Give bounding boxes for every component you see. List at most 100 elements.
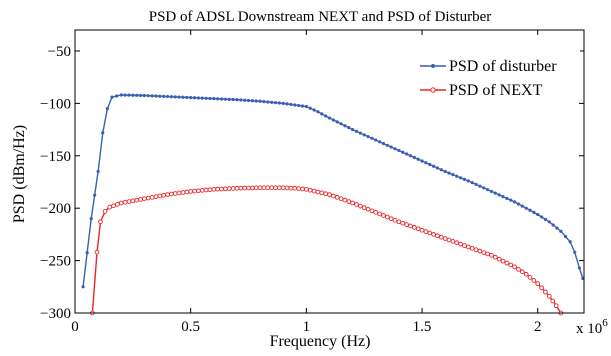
data-point (230, 186, 236, 191)
data-point (493, 191, 497, 195)
data-point (89, 217, 93, 221)
data-point (462, 243, 467, 248)
data-point (122, 199, 128, 205)
data-point (211, 186, 217, 192)
data-point (246, 98, 251, 103)
data-point (118, 200, 124, 206)
data-point (101, 131, 105, 135)
data-point (347, 126, 351, 130)
data-point (358, 131, 362, 135)
data-point (508, 262, 514, 268)
data-point (516, 202, 521, 206)
data-point (346, 199, 352, 204)
data-point (239, 98, 243, 102)
data-point (200, 96, 204, 100)
data-point (94, 249, 100, 255)
data-point (270, 100, 274, 104)
data-point (446, 237, 452, 243)
data-point (126, 199, 132, 204)
data-point (293, 103, 297, 107)
data-point (192, 188, 197, 194)
data-point (181, 95, 185, 99)
legend-marker (430, 87, 436, 93)
data-point (142, 93, 147, 98)
data-point (470, 181, 474, 185)
x-exponent-power: 6 (602, 317, 608, 329)
data-point (296, 186, 302, 191)
data-point (246, 185, 251, 191)
data-point (563, 234, 568, 239)
data-point (485, 251, 490, 257)
data-point (343, 124, 347, 128)
data-point (377, 211, 382, 217)
data-point (519, 269, 525, 275)
data-point (393, 147, 397, 151)
data-point (462, 177, 467, 181)
data-point (107, 204, 113, 210)
data-point (242, 185, 248, 191)
data-point (266, 100, 270, 104)
x-tick-label: 1.5 (413, 319, 432, 335)
data-point (551, 223, 555, 227)
data-point (428, 162, 432, 167)
data-point (573, 250, 577, 254)
data-point (234, 185, 240, 191)
data-point (404, 222, 409, 227)
data-point (539, 285, 544, 291)
data-point (110, 95, 114, 99)
data-point (146, 94, 150, 98)
data-point (223, 186, 228, 192)
data-point (435, 166, 440, 170)
data-point (354, 202, 359, 207)
data-point (180, 190, 186, 195)
data-point (226, 186, 232, 191)
data-point (138, 93, 143, 98)
data-point (547, 220, 551, 224)
data-point (188, 189, 194, 194)
data-point (250, 99, 254, 103)
data-point (115, 94, 119, 98)
data-point (327, 116, 332, 120)
data-point (381, 141, 386, 146)
data-point (254, 99, 258, 103)
data-point (546, 293, 552, 299)
data-point (165, 192, 170, 197)
data-point (223, 97, 227, 101)
data-point (505, 196, 509, 201)
data-point (361, 205, 367, 211)
data-point (102, 208, 108, 214)
y-tick-label: −250 (40, 254, 71, 270)
data-point (423, 229, 429, 234)
data-point (335, 120, 339, 124)
data-point (169, 191, 174, 197)
data-point (442, 236, 448, 241)
data-point (192, 96, 197, 100)
data-point (532, 210, 536, 214)
legend-box (412, 48, 580, 102)
data-point (374, 138, 378, 142)
data-point (150, 94, 154, 98)
data-point (219, 186, 224, 192)
data-point (154, 94, 158, 98)
data-point (304, 104, 308, 109)
data-point (568, 240, 572, 244)
data-point (281, 101, 285, 105)
y-tick-label: −200 (40, 201, 71, 217)
data-point (297, 103, 301, 108)
data-point (512, 200, 517, 204)
data-point (432, 164, 436, 168)
data-point (235, 98, 239, 102)
data-point (489, 189, 494, 194)
data-point (311, 188, 317, 194)
data-point (258, 99, 262, 103)
data-point (134, 197, 140, 203)
data-point (365, 206, 371, 212)
data-point (396, 219, 402, 225)
data-point (196, 188, 201, 194)
data-point (111, 203, 116, 209)
data-point (98, 219, 103, 225)
data-point (324, 114, 328, 118)
data-point (253, 185, 259, 191)
data-point (455, 174, 459, 178)
data-point (520, 204, 524, 208)
